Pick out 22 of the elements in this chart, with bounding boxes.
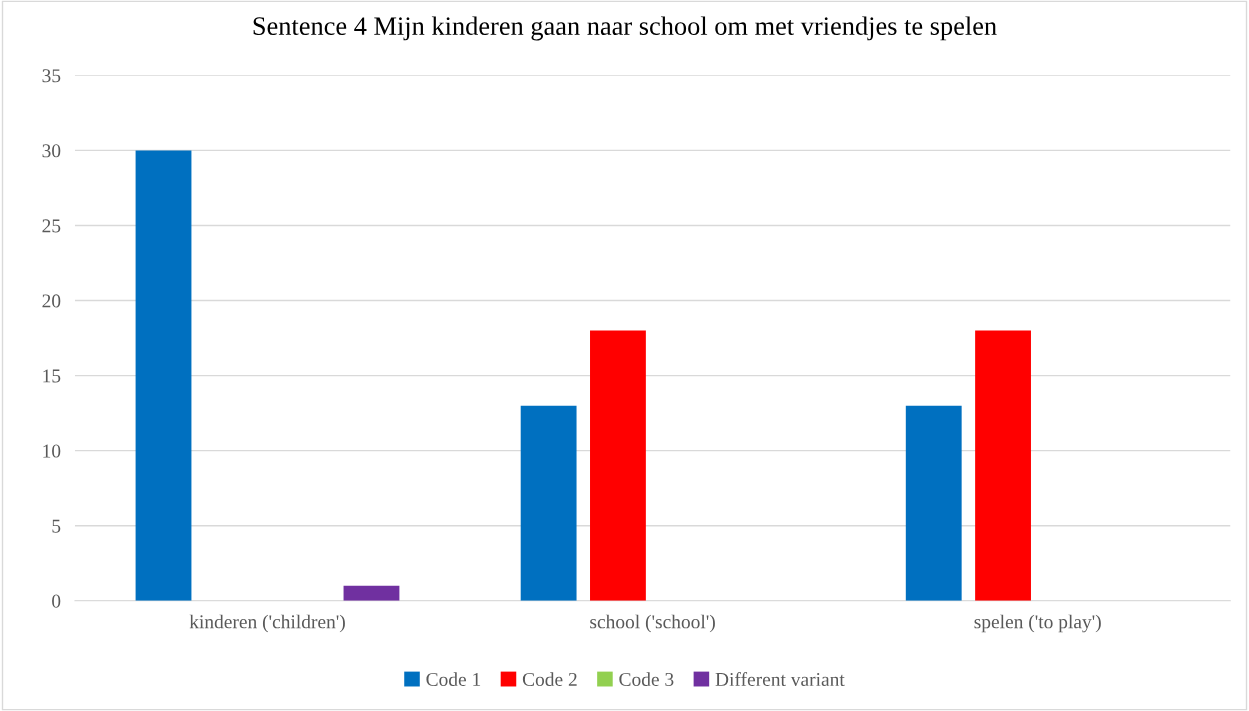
- bar: [135, 150, 192, 601]
- bar: [343, 585, 400, 601]
- bar: [590, 330, 646, 601]
- legend-label: Code 1: [426, 672, 481, 686]
- bar: [975, 330, 1031, 601]
- y-tick-label: 5: [52, 519, 61, 533]
- bar: [520, 405, 577, 601]
- y-tick-label: 35: [42, 69, 61, 83]
- y-tick-label: 25: [42, 219, 61, 233]
- y-tick-label: 10: [43, 444, 61, 458]
- y-tick-label: 20: [42, 294, 61, 308]
- legend-label: Code 3: [619, 672, 674, 686]
- y-tick-label: 0: [52, 594, 61, 608]
- legend-label: Code 2: [522, 672, 577, 686]
- x-tick-label: school ('school'): [590, 614, 715, 633]
- bar: [905, 405, 962, 601]
- y-tick-label: 30: [42, 144, 61, 158]
- chart-title: Sentence 4 Mijn kinderen gaan naar school om met vriendjes te spelen: [253, 16, 997, 41]
- x-tick-label: kinderen ('children'): [189, 614, 345, 633]
- y-tick-label: 15: [43, 369, 61, 383]
- legend-label: Different variant: [715, 672, 845, 686]
- x-tick-label: spelen ('to play'): [974, 614, 1101, 633]
